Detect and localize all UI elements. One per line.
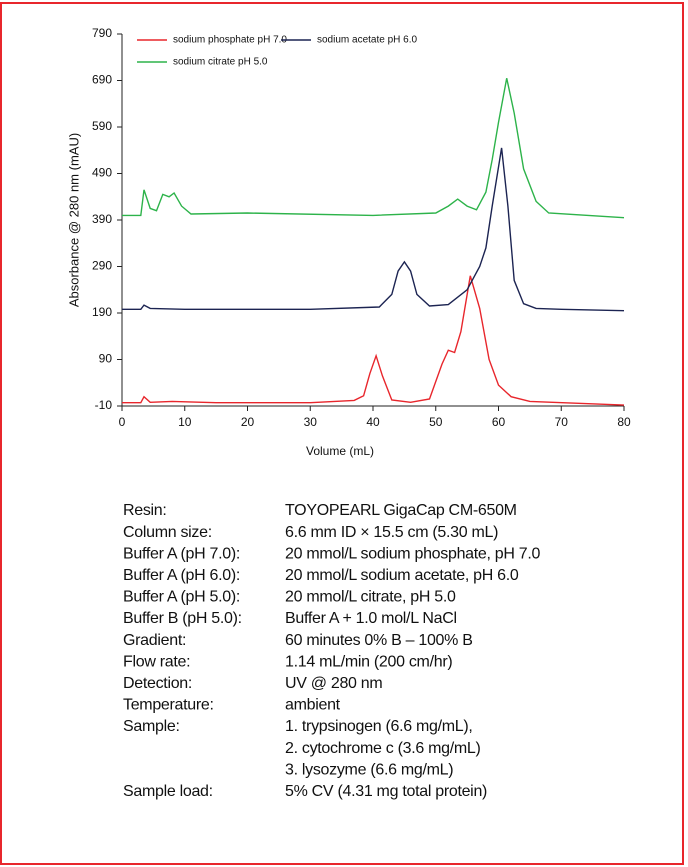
condition-label: Buffer B (pH 5.0): <box>123 610 242 627</box>
legend-label: sodium citrate pH 5.0 <box>173 57 268 68</box>
condition-value: 1.14 mL/min (200 cm/hr) <box>285 653 452 670</box>
condition-label: Detection: <box>123 675 192 692</box>
y-tick-label: 390 <box>92 212 112 226</box>
x-tick-label: 20 <box>241 415 255 429</box>
y-tick-label: 590 <box>92 119 112 133</box>
y-tick-label: 290 <box>92 259 112 273</box>
condition-label: Buffer A (pH 5.0): <box>123 589 240 606</box>
y-tick-label: 790 <box>92 26 112 40</box>
x-tick-label: 30 <box>304 415 318 429</box>
x-tick-label: 0 <box>119 415 126 429</box>
y-tick-label: 690 <box>92 73 112 87</box>
condition-label: Resin: <box>123 502 167 519</box>
legend-label: sodium acetate pH 6.0 <box>317 35 417 46</box>
y-axis-label: Absorbance @ 280 nm (mAU) <box>66 133 81 307</box>
condition-label: Flow rate: <box>123 653 190 670</box>
condition-label: Gradient: <box>123 632 186 649</box>
x-tick-label: 50 <box>429 415 443 429</box>
condition-value: 2. cytochrome c (3.6 mg/mL) <box>285 740 481 757</box>
condition-value: UV @ 280 nm <box>285 675 382 692</box>
condition-value: 3. lysozyme (6.6 mg/mL) <box>285 761 453 778</box>
condition-value: 20 mmol/L sodium acetate, pH 6.0 <box>285 567 519 584</box>
condition-label: Sample load: <box>123 783 213 800</box>
condition-value: ambient <box>285 697 341 714</box>
y-tick-label: -10 <box>95 398 113 412</box>
series-line <box>122 147 625 312</box>
condition-value: 5% CV (4.31 mg total protein) <box>285 783 487 800</box>
condition-value: 20 mmol/L citrate, pH 5.0 <box>285 589 456 606</box>
x-tick-label: 40 <box>366 415 380 429</box>
y-tick-label: 190 <box>92 305 112 319</box>
series-line <box>122 275 625 406</box>
condition-value: Buffer A + 1.0 mol/L NaCl <box>285 610 457 627</box>
condition-value: 1. trypsinogen (6.6 mg/mL), <box>285 718 473 735</box>
y-tick-label: 490 <box>92 166 112 180</box>
condition-label: Column size: <box>123 524 212 541</box>
y-tick-label: 90 <box>99 352 113 366</box>
condition-label: Temperature: <box>123 697 214 714</box>
legend-label: sodium phosphate pH 7.0 <box>173 35 287 46</box>
condition-label: Buffer A (pH 6.0): <box>123 567 240 584</box>
condition-label: Buffer A (pH 7.0): <box>123 545 240 562</box>
condition-value: TOYOPEARL GigaCap CM-650M <box>285 502 517 519</box>
series-line <box>122 78 625 219</box>
condition-value: 60 minutes 0% B – 100% B <box>285 632 473 649</box>
condition-value: 20 mmol/L sodium phosphate, pH 7.0 <box>285 545 541 562</box>
x-tick-label: 60 <box>492 415 506 429</box>
condition-label: Sample: <box>123 718 180 735</box>
x-axis-label: Volume (mL) <box>306 444 374 458</box>
condition-value: 6.6 mm ID × 15.5 cm (5.30 mL) <box>285 524 498 541</box>
x-tick-label: 80 <box>617 415 631 429</box>
x-tick-label: 70 <box>555 415 569 429</box>
x-tick-label: 10 <box>178 415 192 429</box>
